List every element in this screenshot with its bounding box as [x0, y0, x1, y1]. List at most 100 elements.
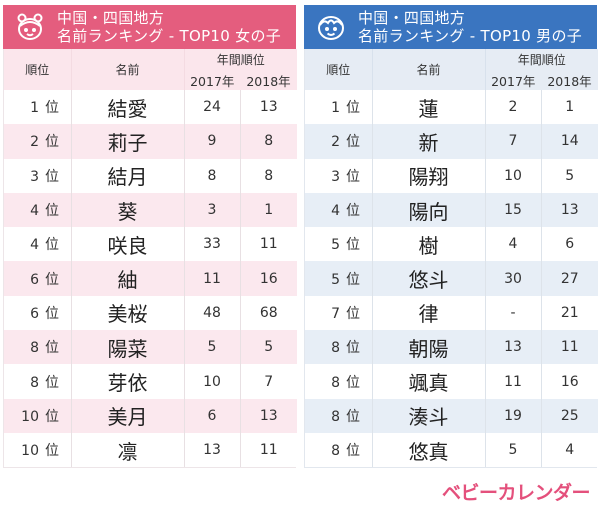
rank-unit: 位: [45, 271, 59, 288]
rank-number: 8: [331, 374, 340, 391]
rank-unit: 位: [45, 443, 59, 460]
name-cell: 樹: [372, 227, 486, 262]
name-cell: 朝陽: [372, 330, 486, 365]
rank-2018-cell: 11: [240, 227, 298, 262]
rank-number: 4: [30, 237, 39, 254]
rank-unit: 位: [346, 271, 360, 288]
boys-ranking-table: 順位 名前 年間順位 2017年 2018年 1 位蓮 2 1 2 位新 7 14 3 位陽翔 10…: [305, 49, 599, 468]
name-cell: 咲良: [71, 227, 185, 262]
boys-table-row: 8 位朝陽 13 11: [305, 330, 599, 365]
name-cell: 新: [372, 124, 486, 159]
rank-unit: 位: [346, 443, 360, 460]
rank-2017-cell: -: [485, 295, 542, 331]
boys-table-row: 8 位湊斗 19 25: [305, 398, 599, 433]
name-cell: 悠斗: [372, 261, 486, 296]
girls-table-row: 10 位美月 6 13: [4, 398, 298, 433]
rank-number: 6: [30, 305, 39, 322]
name-cell: 美月: [71, 398, 185, 433]
rank-cell: 10 位: [4, 432, 72, 468]
rank-2018-cell: 13: [240, 398, 298, 433]
rank-unit: 位: [346, 408, 360, 425]
rank-number: 3: [30, 168, 39, 185]
rank-unit: 位: [45, 168, 59, 185]
rank-2017-cell: 5: [485, 432, 542, 468]
rank-2017-cell: 11: [184, 261, 241, 296]
girls-header-rank: 順位: [4, 49, 71, 90]
name-cell: 悠真: [372, 432, 486, 468]
rank-2018-cell: 16: [240, 261, 298, 296]
rank-2017-cell: 15: [485, 192, 542, 228]
rank-unit: 位: [45, 237, 59, 254]
rank-number: 7: [331, 305, 340, 322]
rank-number: 5: [331, 271, 340, 288]
rank-number: 5: [331, 237, 340, 254]
name-cell: 芽依: [71, 364, 185, 399]
rank-2017-cell: 48: [184, 295, 241, 331]
rank-2018-cell: 7: [240, 364, 298, 399]
rank-2018-cell: 27: [541, 261, 599, 296]
boys-header-rank: 順位: [305, 49, 372, 90]
rank-number: 10: [21, 443, 39, 460]
rank-2017-cell: 19: [485, 398, 542, 433]
boys-table-row: 8 位颯真 11 16: [305, 364, 599, 399]
boys-header-name: 名前: [371, 49, 485, 90]
rank-unit: 位: [346, 203, 360, 220]
name-cell: 律: [372, 295, 486, 331]
girls-header-annual-rank: 年間順位: [183, 49, 298, 70]
rank-unit: 位: [45, 340, 59, 357]
name-cell: 紬: [71, 261, 185, 296]
rank-2017-cell: 13: [184, 432, 241, 468]
girls-panel-header: 中国・四国地方 名前ランキング - TOP10 女の子: [3, 5, 296, 49]
rank-2018-cell: 6: [541, 227, 599, 262]
rank-2018-cell: 14: [541, 124, 599, 159]
rank-number: 1: [30, 100, 39, 117]
rank-unit: 位: [346, 305, 360, 322]
girls-title-main: 名前ランキング - TOP10 女の子: [57, 27, 282, 45]
girls-ranking-panel: 中国・四国地方 名前ランキング - TOP10 女の子 順位 名前 年間順位 2…: [3, 5, 298, 469]
rank-unit: 位: [346, 134, 360, 151]
rank-number: 4: [331, 203, 340, 220]
rank-2017-cell: 3: [184, 192, 241, 228]
name-cell: 陽菜: [71, 330, 185, 365]
rank-2018-cell: 5: [240, 330, 298, 365]
rank-unit: 位: [346, 168, 360, 185]
boys-header-2017: 2017年: [484, 70, 541, 90]
boys-title-region: 中国・四国地方: [358, 9, 466, 27]
boys-ranking-panel: 中国・四国地方 名前ランキング - TOP10 男の子 順位 名前 年間順位 2…: [304, 5, 599, 469]
rank-number: 8: [331, 408, 340, 425]
rank-2017-cell: 8: [184, 158, 241, 193]
girls-table-row: 6 位美桜 48 68: [4, 295, 298, 331]
rank-number: 6: [30, 271, 39, 288]
rank-2017-cell: 4: [485, 227, 542, 262]
rank-unit: 位: [45, 100, 59, 117]
rank-2017-cell: 33: [184, 227, 241, 262]
girls-table-row: 8 位陽菜 5 5: [4, 330, 298, 365]
boys-table-row: 5 位悠斗 30 27: [305, 261, 599, 296]
boys-table-row: 8 位悠真 5 4: [305, 432, 599, 468]
rank-number: 3: [331, 168, 340, 185]
rank-number: 8: [30, 340, 39, 357]
girls-ranking-table: 順位 名前 年間順位 2017年 2018年 1 位結愛 24 13 2 位莉子 9 8 3 位結…: [4, 49, 298, 468]
boys-panel-header: 中国・四国地方 名前ランキング - TOP10 男の子: [304, 5, 597, 49]
rank-2017-cell: 13: [485, 330, 542, 365]
name-cell: 結愛: [71, 90, 185, 125]
name-cell: 陽向: [372, 192, 486, 228]
name-cell: 結月: [71, 158, 185, 193]
rank-2017-cell: 2: [485, 90, 542, 125]
girls-title-region: 中国・四国地方: [57, 9, 165, 27]
girls-header-2017: 2017年: [183, 70, 240, 90]
rank-number: 1: [331, 100, 340, 117]
